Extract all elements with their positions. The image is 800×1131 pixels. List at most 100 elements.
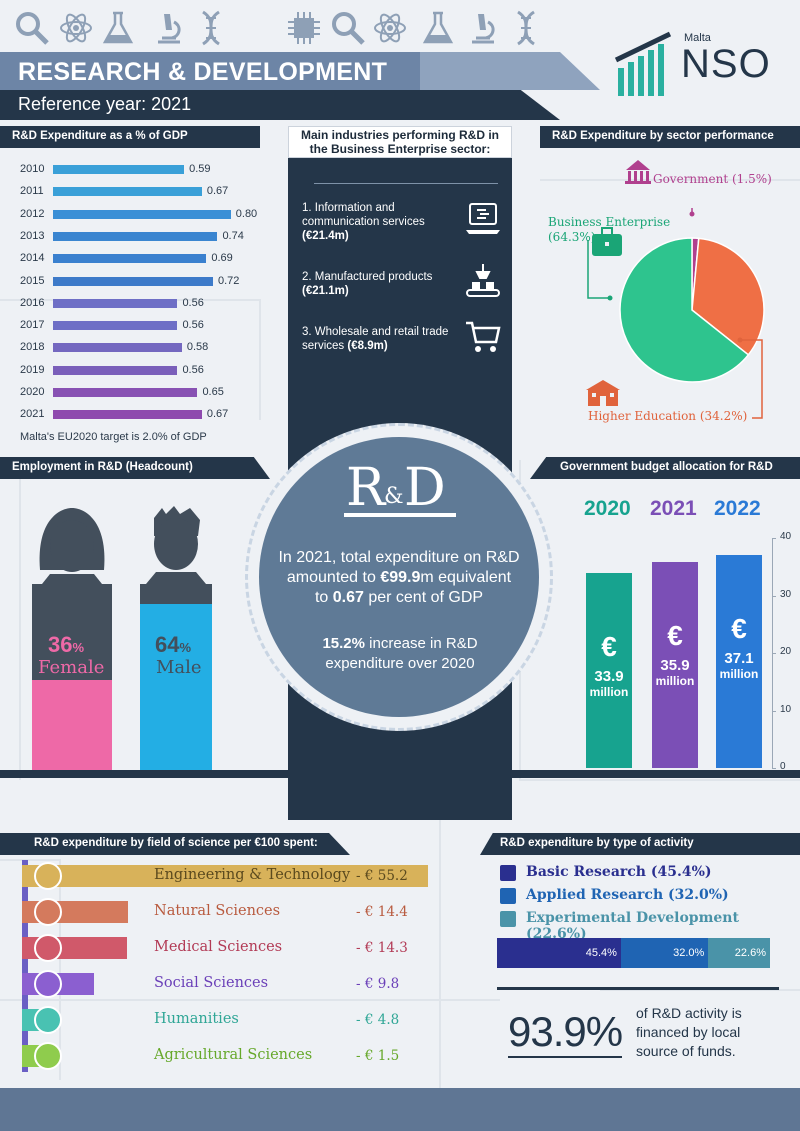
gear-bulb-icon: [34, 862, 62, 890]
legend-swatch: [500, 865, 516, 881]
gdp-bar: [53, 254, 207, 264]
gdp-target-note: Malta's EU2020 target is 2.0% of GDP: [20, 431, 207, 443]
fos-value-label: - € 1.5: [356, 1048, 400, 1064]
budget-y-tick: 10: [780, 703, 792, 715]
fos-bar: [22, 865, 428, 887]
flask-icon: [102, 11, 134, 44]
pie-label-business-text: Business Enterprise (64.3%): [548, 215, 671, 244]
divider-band-right: [510, 770, 800, 778]
euro-icon: €: [601, 631, 617, 663]
legend-label: Basic Research (45.4%): [526, 864, 712, 880]
pill-icon: [34, 934, 62, 962]
gdp-year-label: 2010: [20, 163, 45, 175]
legend-label: Applied Research (32.0%): [526, 887, 729, 903]
solar-panel-icon: [34, 898, 62, 926]
nso-logo: [614, 31, 672, 96]
industry-item-3: 3. Wholesale and retail trade services (…: [302, 325, 452, 353]
industry-item-1-text: 1. Information and communication service…: [302, 202, 425, 228]
euro-icon: €: [667, 619, 683, 651]
female-percent: 36%: [48, 632, 85, 657]
divider-band-left: [0, 770, 290, 778]
sector-heading: R&D Expenditure by sector performance: [540, 126, 800, 148]
globe-icon: [34, 1006, 62, 1034]
fos-value-label: - € 14.4: [356, 904, 408, 920]
male-label: Male: [156, 657, 202, 678]
rd-logo: R & D: [344, 458, 456, 518]
budget-y-tick: 0: [780, 761, 786, 772]
gdp-year-label: 2017: [20, 319, 45, 332]
gdp-heading: R&D Expenditure as a % of GDP: [0, 126, 260, 148]
pie-label-higher-education: Higher Education (34.2%): [588, 409, 748, 423]
gdp-bar: [53, 165, 185, 174]
budget-tick-mark: [772, 595, 776, 597]
rd-logo-d: D: [404, 458, 446, 518]
sector-pie-chart: [586, 160, 765, 419]
industries-heading-line1: Main industries performing R&D in: [300, 128, 499, 142]
cart-icon: [466, 321, 501, 352]
footer-band: [0, 1088, 800, 1131]
gdp-value-label: 0.80: [235, 207, 258, 220]
gdp-year-label: 2014: [20, 252, 45, 265]
gdp-value-label: 0.69: [211, 252, 233, 265]
gdp-value-label: 0.65: [202, 386, 224, 398]
gdp-value-label: 0.67: [206, 408, 229, 421]
activity-bar-segment: 45.4%: [497, 938, 621, 968]
dna-icon: [517, 10, 535, 46]
gdp-year-label: 2018: [20, 341, 45, 354]
budget-year-label: 2022: [714, 497, 761, 520]
industry-item-3-text: 3. Wholesale and retail trade services: [302, 326, 449, 352]
local-funds-text: of R&D activity is financed by local sou…: [636, 1005, 742, 1059]
activity-bar-segment: 22.6%: [708, 938, 770, 968]
gdp-bar: [53, 276, 213, 286]
gdp-bar: [53, 187, 202, 197]
school-icon: [586, 380, 620, 406]
male-figure: [140, 506, 212, 770]
fos-heading: R&D expenditure by field of science per …: [0, 833, 350, 855]
page-subtitle: Reference year: 2021: [0, 90, 560, 120]
summary-line-3: to 0.67 per cent of GDP: [314, 589, 484, 606]
fos-value-label: - € 4.8: [356, 1012, 400, 1028]
summary-line-2: amounted to €99.9m equivalent: [286, 569, 512, 586]
female-figure: [32, 508, 112, 770]
gdp-value-label: 0.74: [222, 229, 244, 242]
fos-category-label: Agricultural Sciences: [154, 1047, 313, 1063]
gdp-value-label: 0.56: [182, 296, 204, 309]
legend-swatch: [500, 888, 516, 904]
gdp-year-label: 2016: [20, 296, 45, 309]
fos-category-label: Humanities: [154, 1011, 239, 1027]
gdp-year-label: 2019: [20, 363, 45, 376]
laptop-icon: [466, 203, 500, 234]
legend-swatch: [500, 911, 516, 927]
employment-heading: Employment in R&D (Headcount): [0, 457, 270, 479]
industry-item-2-value: (€21.1m): [302, 285, 349, 297]
activity-heading: R&D expenditure by type of activity: [480, 833, 800, 855]
gdp-bar: [53, 365, 178, 375]
pie-slices: [619, 237, 765, 383]
budget-tick-mark: [772, 710, 776, 712]
logo-text: NSO: [681, 42, 771, 86]
industry-item-1-value: (€21.4m): [302, 230, 349, 242]
gdp-value-label: 0.56: [182, 363, 204, 376]
atom-icon: [374, 13, 406, 43]
activity-bar-segment: 32.0%: [620, 938, 709, 968]
fos-value-label: - € 55.2: [356, 868, 408, 884]
increase-line-2: expenditure over 2020: [325, 655, 475, 672]
rd-logo-amp: &: [384, 484, 404, 509]
microscope-icon: [472, 14, 495, 44]
euro-icon: €: [731, 612, 747, 644]
budget-value-label: 37.1: [724, 649, 754, 667]
center-summary: In 2021, total expenditure on R&D amount…: [262, 548, 536, 608]
pie-label-business: Business Enterprise (64.3%): [548, 215, 678, 245]
conveyor-icon: [466, 264, 500, 297]
gdp-year-label: 2015: [20, 274, 45, 287]
female-label: Female: [38, 657, 105, 678]
gdp-bar: [53, 231, 218, 241]
chip-icon: [288, 12, 320, 44]
center-circle: [259, 437, 539, 717]
fos-axis: [22, 860, 28, 1072]
pie-slice: [691, 237, 765, 356]
budget-heading: Government budget allocation for R&D: [530, 457, 800, 479]
government-icon: [625, 160, 651, 184]
gdp-bar: [53, 343, 182, 353]
gdp-value-label: 0.72: [218, 274, 240, 287]
